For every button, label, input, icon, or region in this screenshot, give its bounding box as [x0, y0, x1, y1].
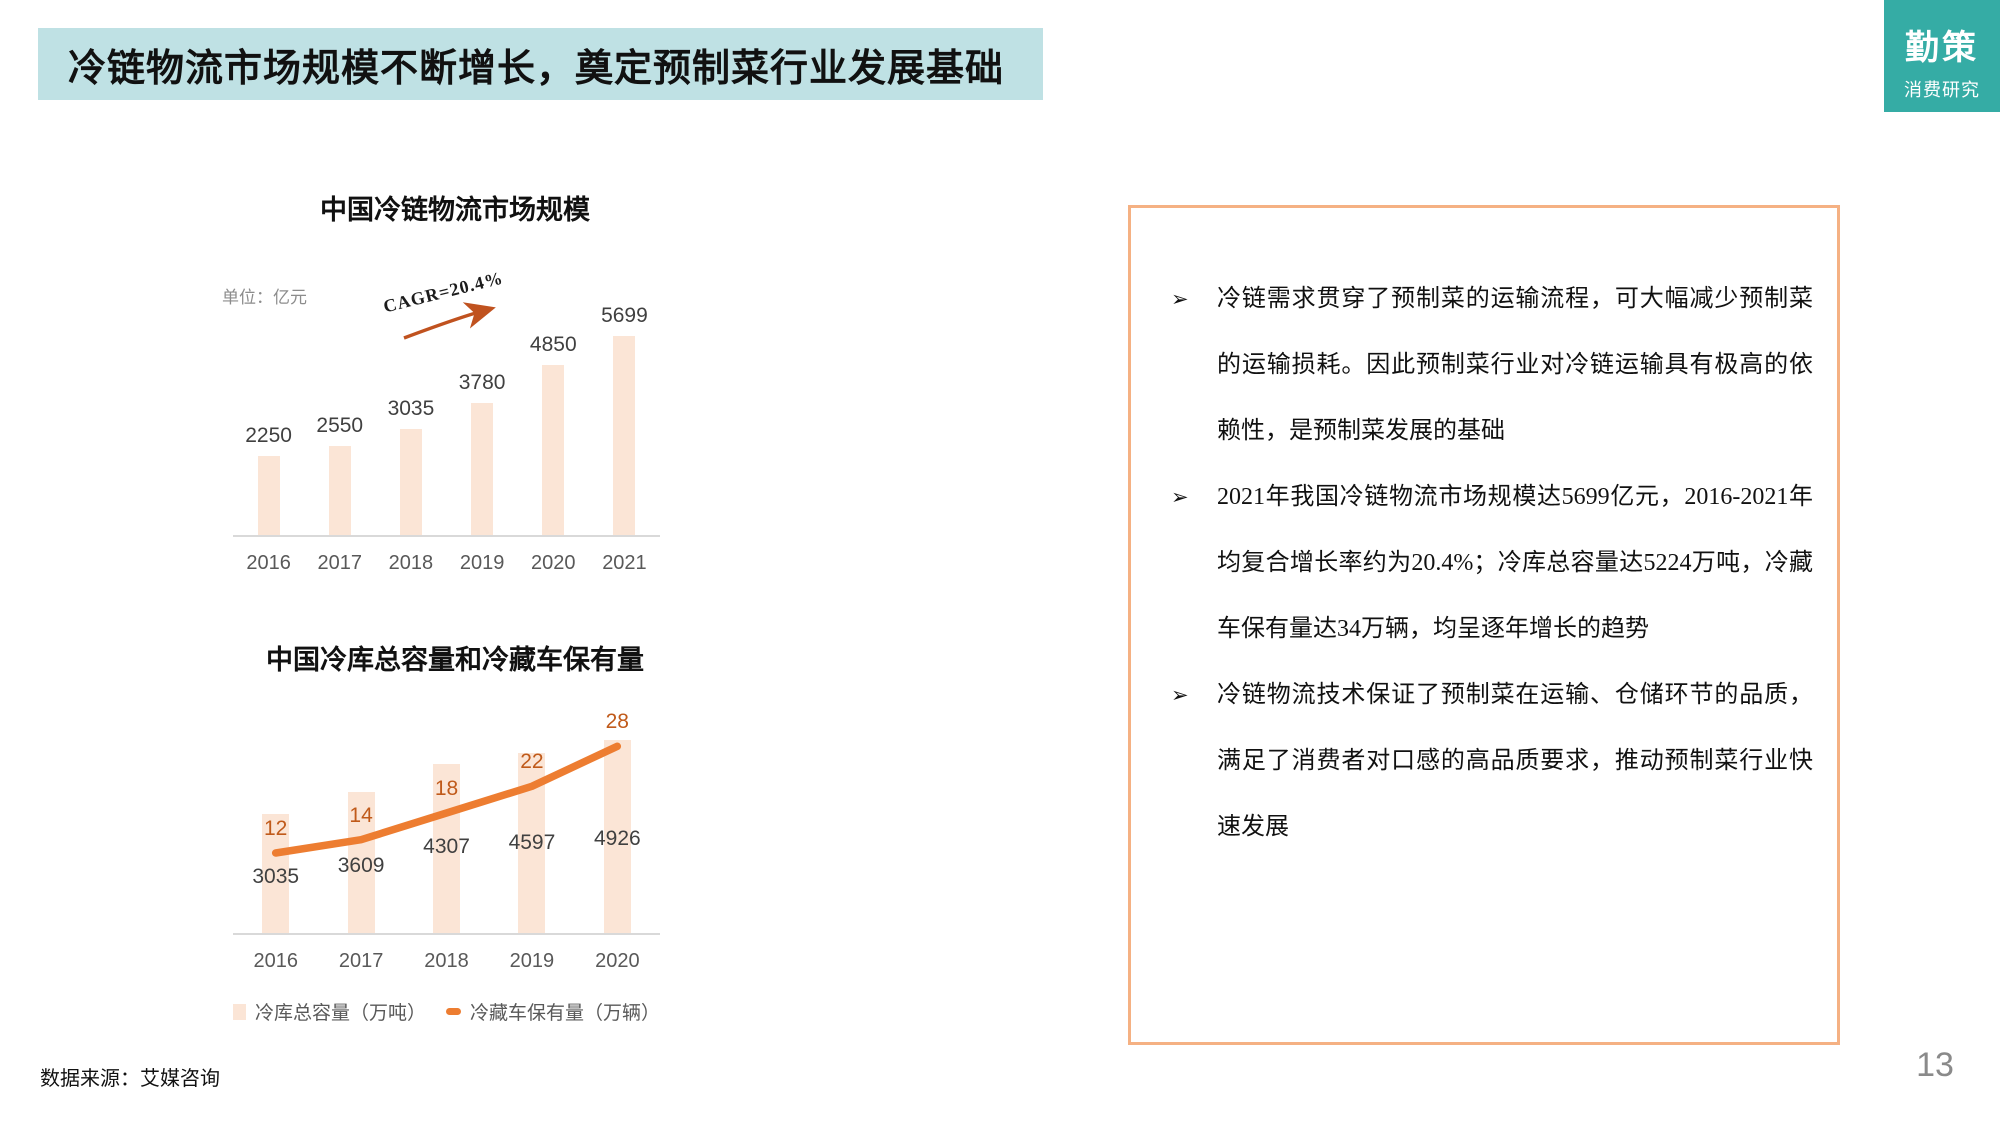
chart1-unit-label: 单位：亿元	[222, 288, 307, 307]
x-axis-tick-label: 2017	[317, 552, 363, 574]
line-value-label: 12	[264, 817, 288, 840]
data-source-note: 数据来源：艾媒咨询	[40, 1068, 220, 1090]
x-axis-tick-label: 2016	[253, 950, 298, 972]
bullet-text: 冷链需求贯穿了预制菜的运输流程，可大幅减少预制菜的运输损耗。因此预制菜行业对冷链…	[1217, 286, 1813, 444]
x-axis-tick-label: 2016	[246, 552, 291, 574]
chart1-plot-area: 2250 2550 3035 3780 4850 5699	[233, 304, 660, 537]
bar	[542, 365, 565, 535]
bar-column: 3035	[375, 332, 446, 535]
bar-column: 3035	[233, 733, 318, 933]
chart2-title: 中国冷库总容量和冷藏车保有量	[266, 645, 644, 675]
bar-column: 2550	[304, 332, 375, 535]
line-value-label: 28	[605, 710, 629, 734]
bullet-item: ➢ 冷链物流技术保证了预制菜在运输、仓储环节的品质，满足了消费者对口感的高品质要…	[1171, 662, 1813, 860]
x-axis-tick-label: 2017	[338, 950, 384, 972]
brand-logo: 勤策 消费研究	[1884, 0, 2000, 112]
x-axis-tick-label: 2019	[459, 552, 505, 574]
bar	[328, 445, 351, 535]
bar-value-label: 3609	[337, 854, 385, 877]
brand-name: 勤策	[1905, 29, 1979, 67]
brand-subtitle: 消费研究	[1904, 80, 1980, 100]
x-axis-tick-label: 2018	[424, 950, 469, 972]
line-value-label: 14	[349, 803, 373, 827]
cagr-arrow-icon	[403, 302, 496, 340]
bullet-text: 2021年我国冷链物流市场规模达5699亿元，2016-2021年均复合增长率约…	[1217, 484, 1813, 642]
bullet-arrow-icon: ➢	[1171, 683, 1189, 707]
line-value-label: 18	[434, 777, 459, 800]
bar-column: 2250	[233, 332, 304, 535]
bar-column: 4307	[404, 733, 489, 933]
bar-value-label: 4926	[593, 827, 641, 850]
bullet-arrow-icon: ➢	[1171, 485, 1189, 509]
bar	[257, 456, 280, 535]
x-axis-tick-label: 2020	[531, 552, 576, 574]
legend-line-label: 冷藏车保有量（万辆）	[469, 1003, 660, 1024]
bar-column: 4926	[575, 733, 660, 933]
slide-header: 冷链物流市场规模不断增长，奠定预制菜行业发展基础	[38, 28, 1043, 100]
chart2-legend: 冷库总容量（万吨） 冷藏车保有量（万辆）	[233, 998, 660, 1025]
x-axis-tick-label: 2021	[602, 552, 647, 574]
page-number: 13	[1916, 1046, 1954, 1084]
line-value-label: 22	[520, 750, 544, 774]
x-axis-tick-label: 2019	[509, 950, 555, 972]
bullet-item: ➢ 冷链需求贯穿了预制菜的运输流程，可大幅减少预制菜的运输损耗。因此预制菜行业对…	[1171, 266, 1813, 464]
bullet-text: 冷链物流技术保证了预制菜在运输、仓储环节的品质，满足了消费者对口感的高品质要求，…	[1217, 682, 1813, 840]
bar-value-label: 3780	[458, 370, 506, 394]
bar	[613, 335, 636, 535]
bar	[471, 402, 494, 535]
bar-value-label: 4850	[529, 333, 577, 357]
bar-value-label: 4307	[423, 835, 470, 858]
bar	[603, 739, 631, 933]
line-series	[271, 742, 622, 857]
bar-column: 3609	[318, 733, 403, 933]
bar-value-label: 4597	[508, 831, 556, 854]
bar-value-label: 5699	[601, 303, 648, 327]
bar-value-label: 2250	[245, 424, 292, 448]
bar-column: 3780	[447, 332, 518, 535]
x-axis-tick-label: 2020	[595, 950, 640, 972]
chart1-x-axis: 2016 2017 2018 2019 2020 2021	[233, 552, 660, 575]
bar	[433, 764, 461, 933]
legend-bar-label: 冷库总容量（万吨）	[254, 1003, 426, 1024]
bar-value-label: 3035	[387, 396, 435, 420]
slide-title: 冷链物流市场规模不断增长，奠定预制菜行业发展基础	[68, 47, 1005, 90]
bullet-item: ➢ 2021年我国冷链物流市场规模达5699亿元，2016-2021年均复合增长…	[1171, 464, 1813, 662]
bar-value-label: 3035	[252, 865, 300, 888]
bar	[347, 791, 375, 933]
legend-line-swatch	[445, 1008, 461, 1015]
commentary-panel: ➢ 冷链需求贯穿了预制菜的运输流程，可大幅减少预制菜的运输损耗。因此预制菜行业对…	[1128, 205, 1840, 1045]
chart2-x-axis: 2016 2017 2018 2019 2020	[233, 950, 660, 973]
chart2-plot-area: 3035 3609 4307 4597 4926 12 14 18 22 28	[233, 710, 660, 935]
bullet-arrow-icon: ➢	[1171, 287, 1189, 311]
bar-column: 4850	[518, 332, 589, 535]
bar-value-label: 2550	[316, 413, 364, 437]
bar-column: 5699	[589, 304, 660, 535]
chart1-title: 中国冷链物流市场规模	[320, 195, 590, 225]
legend-bar-swatch	[233, 1003, 246, 1020]
bar	[262, 814, 290, 933]
bar	[399, 428, 422, 535]
x-axis-tick-label: 2018	[388, 552, 434, 574]
